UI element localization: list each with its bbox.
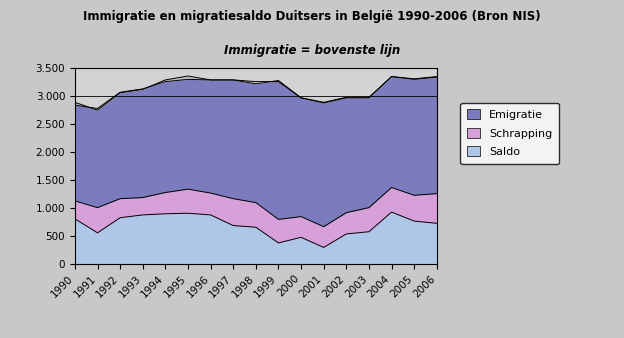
Text: Immigratie en migratiesaldo Duitsers in België 1990-2006 (Bron NIS): Immigratie en migratiesaldo Duitsers in … bbox=[83, 10, 541, 23]
Legend: Emigratie, Schrapping, Saldo: Emigratie, Schrapping, Saldo bbox=[461, 102, 559, 164]
Text: Immigratie = bovenste lijn: Immigratie = bovenste lijn bbox=[224, 44, 400, 57]
